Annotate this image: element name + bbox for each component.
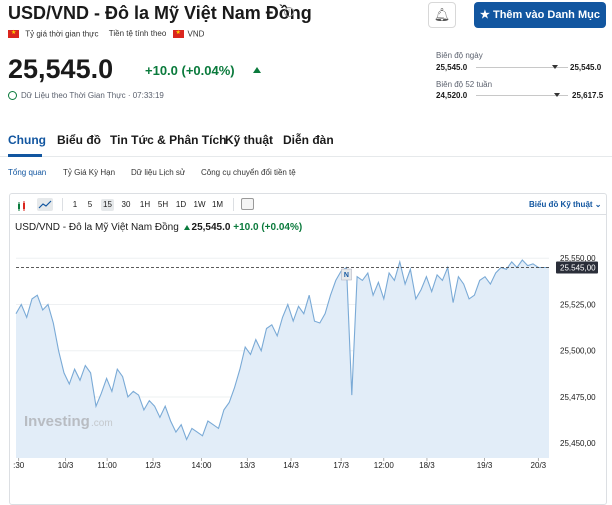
current-price-label: 25.545,00 <box>560 263 596 272</box>
chart-toolbar-divider <box>9 214 607 215</box>
plot-area: 25,550,00 25,525,00 25,500,00 25,475,00 25,4… <box>13 254 598 470</box>
up-arrow-icon <box>253 67 261 73</box>
subtab-currency-converter[interactable]: Công cụ chuyển đổi tiền tệ <box>201 168 296 177</box>
star-icon: ★ <box>480 9 490 21</box>
active-tab-indicator <box>8 154 42 157</box>
day-range-label: Biên độ ngày <box>436 51 483 60</box>
realtime-rate-label: Tỷ giá thời gian thực <box>25 29 99 39</box>
period-1h[interactable]: 1H <box>139 200 151 209</box>
x-tick-label: 18/3 <box>419 461 435 470</box>
investing-watermark: Investing <box>24 413 90 430</box>
news-marker <box>341 268 352 281</box>
advanced-chart-label: Biểu đồ Kỹ thuật <box>529 200 593 209</box>
chart-change-pct: (+0.04%) <box>261 222 303 233</box>
day-range-high: 25,545.0 <box>570 63 602 72</box>
x-tick-label: 19/3 <box>477 461 493 470</box>
y-tick-label: 25,475,00 <box>560 393 596 402</box>
day-range-low: 25,545.0 <box>436 63 468 72</box>
bell-plus-icon: 🔔︎ <box>433 7 451 22</box>
chevron-down-icon: ⌄ <box>594 200 602 209</box>
period-5[interactable]: 5 <box>87 200 93 209</box>
subtab-overview[interactable]: Tổng quan <box>8 168 47 177</box>
x-tick-label: 14:00 <box>191 461 212 470</box>
chart-legend: USD/VND - Đô la Mỹ Việt Nam Đồng 25,545.… <box>15 222 302 233</box>
x-tick-label: :30 <box>13 461 25 470</box>
advanced-chart-link[interactable]: Biểu đồ Kỹ thuật ⌄ <box>529 200 602 209</box>
investing-watermark-suffix: .com <box>91 418 113 429</box>
toolbar-separator <box>62 198 63 211</box>
tab-technical[interactable]: Kỹ thuật <box>225 133 273 147</box>
period-30[interactable]: 30 <box>121 200 131 209</box>
week52-range-label: Biên độ 52 tuần <box>436 80 493 89</box>
news-marker-label: N <box>344 272 349 279</box>
period-1m[interactable]: 1M <box>211 200 224 209</box>
week52-range-low: 24,520.0 <box>436 91 468 100</box>
area-chart-icon[interactable] <box>37 198 53 211</box>
x-tick-label: 12/3 <box>145 461 161 470</box>
x-tick-label: 17/3 <box>333 461 349 470</box>
info-icon[interactable]: i <box>284 7 294 17</box>
x-tick-label: 14/3 <box>283 461 299 470</box>
page-title: USD/VND - Đô la Mỹ Việt Nam Đồng <box>8 3 312 23</box>
tab-chart[interactable]: Biểu đồ <box>57 133 101 147</box>
y-tick-label: 25,550,00 <box>560 254 596 263</box>
vietnam-flag-icon <box>8 29 19 38</box>
chart-price: 25,545.0 <box>191 222 231 233</box>
week52-range-marker <box>554 93 560 97</box>
toolbar-separator-2 <box>233 198 234 211</box>
price-change: +10.0 (+0.04%) <box>145 63 235 78</box>
day-range-marker <box>552 65 558 69</box>
candlestick-chart-icon[interactable] <box>17 199 27 211</box>
vnd-flag-icon <box>172 29 184 38</box>
calendar-icon[interactable] <box>241 198 254 210</box>
x-tick-label: 12:00 <box>374 461 395 470</box>
week52-range-bar <box>476 95 568 96</box>
chart-up-arrow-icon <box>183 224 190 230</box>
day-range-bar <box>476 67 568 68</box>
y-tick-label: 25,450,00 <box>560 439 596 448</box>
realtime-status-text: Dữ Liệu theo Thời Gian Thực · 07:33:19 <box>21 91 164 100</box>
chart-symbol: USD/VND - Đô la Mỹ Việt Nam Đồng <box>15 222 179 233</box>
period-15[interactable]: 15 <box>101 199 114 211</box>
period-1[interactable]: 1 <box>72 200 78 209</box>
tab-divider <box>0 156 612 157</box>
clock-icon <box>8 91 17 101</box>
current-price-tag <box>556 261 598 274</box>
price-area <box>16 260 549 458</box>
currency-code: VND <box>187 29 205 39</box>
add-to-watchlist-label: Thêm vào Danh Mục <box>492 9 600 21</box>
add-to-watchlist-button[interactable]: ★ Thêm vào Danh Mục <box>474 2 606 28</box>
price-line <box>15 259 549 441</box>
period-1w[interactable]: 1W <box>193 200 206 209</box>
tab-general[interactable]: Chung <box>8 133 46 147</box>
x-tick-label: 13/3 <box>240 461 256 470</box>
period-5h[interactable]: 5H <box>157 200 169 209</box>
subtab-forward-rates[interactable]: Tỷ Giá Kỳ Hạn <box>63 168 116 177</box>
week52-range-high: 25,617.5 <box>572 91 604 100</box>
chart-change: +10.0 <box>233 222 259 233</box>
x-tick-label: 11:00 <box>97 461 117 470</box>
quote-meta-row: Tỷ giá thời gian thực Tiền tệ tính theo … <box>8 29 204 38</box>
last-price: 25,545.0 <box>8 54 114 84</box>
currency-label: Tiền tệ tính theo <box>108 29 167 39</box>
period-1d[interactable]: 1D <box>175 200 187 209</box>
tab-forum[interactable]: Diễn đàn <box>283 133 334 147</box>
y-tick-label: 25,500,00 <box>560 347 596 356</box>
x-tick-label: 20/3 <box>531 461 547 470</box>
tab-news-analysis[interactable]: Tin Tức & Phân Tích <box>110 133 227 147</box>
subtab-historical-data[interactable]: Dữ liệu Lịch sử <box>131 168 186 177</box>
x-tick-label: 10/3 <box>58 461 74 470</box>
y-tick-label: 25,525,00 <box>560 300 596 309</box>
realtime-status: Dữ Liệu theo Thời Gian Thực · 07:33:19 <box>8 91 164 101</box>
alert-bell-button[interactable]: 🔔︎ <box>428 2 456 28</box>
